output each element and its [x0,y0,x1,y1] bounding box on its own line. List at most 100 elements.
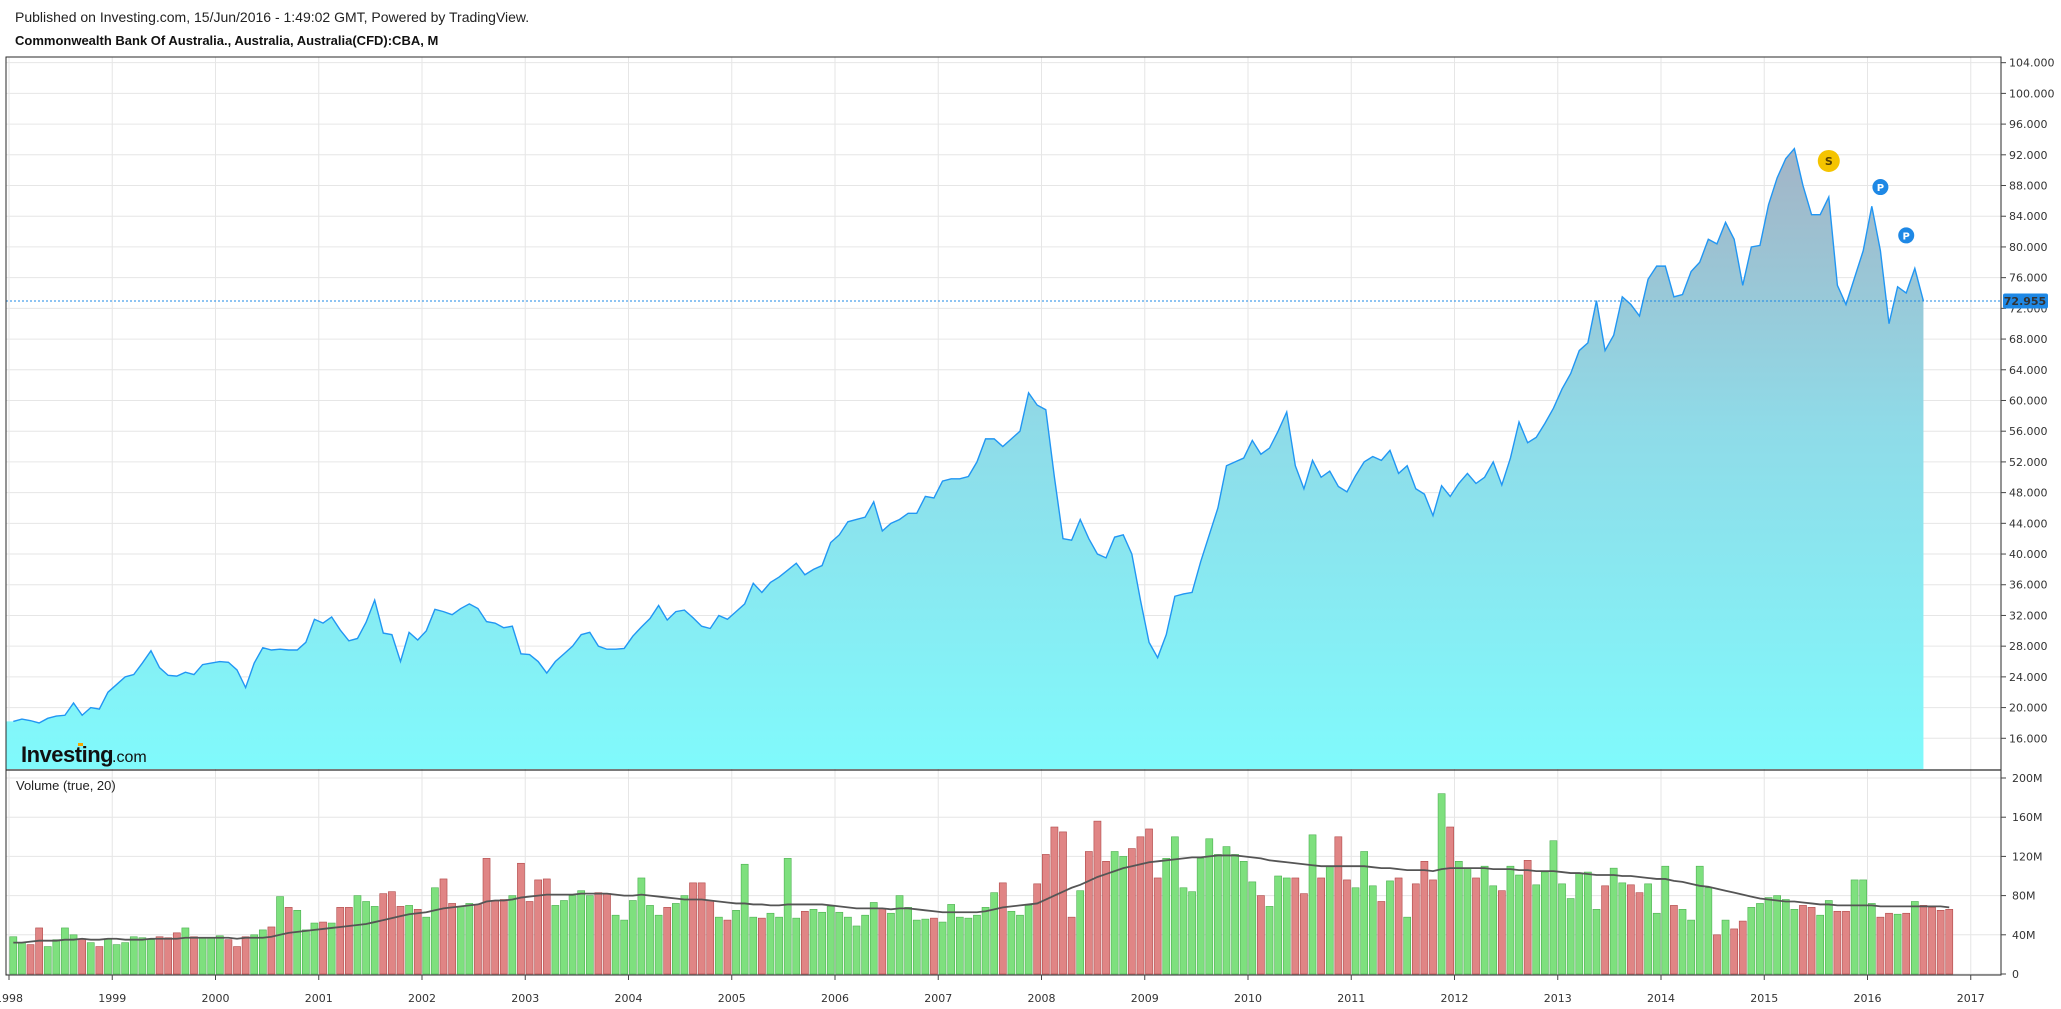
split-marker[interactable]: S [1817,149,1840,172]
time-tick-label: 2014 [1647,992,1675,1005]
volume-bar-up [964,917,973,975]
volume-moving-average [13,854,1950,944]
price-tick-label: 56.000 [2009,425,2048,438]
volume-bar-up [1575,872,1584,975]
volume-bar-up [1171,836,1179,975]
volume-bar-up [1308,834,1317,975]
volume-bar-up [1239,860,1248,975]
volume-bar-up [147,939,155,975]
volume-bar-down [1885,912,1893,975]
volume-tick-label: 80M [2012,890,2036,903]
volume-bar-down [1343,879,1351,975]
volume-bar-up [9,936,18,975]
volume-axis[interactable]: 0 40M 80M 120M 160M 200M [2001,772,2043,981]
price-tick-label: 36.000 [2009,579,2048,592]
volume-bar-down [1670,905,1678,975]
volume-tick-label: 200M [2012,772,2043,785]
volume-bar-down [1902,912,1911,975]
volume-bar-up [1790,909,1799,975]
volume-bar-down [1153,877,1162,975]
volume-bar-up [568,895,577,975]
volume-bar-up [43,946,52,975]
price-tick-label: 44.000 [2009,517,2048,530]
volume-bar-down [1136,836,1145,975]
volume-bar-up [766,912,775,975]
time-tick-label: 2001 [305,992,333,1005]
price-axis[interactable]: 16.000 20.000 24.000 28.000 32.000 36.000 40.0… [2001,57,2055,746]
volume-bar-up [680,895,689,975]
dividend-marker[interactable]: P [1872,179,1889,196]
price-area-fill [6,148,1924,769]
volume-bar-up [138,937,147,975]
marker-dot [1898,227,1915,244]
volume-bar-up [783,858,792,975]
marker-label: P [1903,231,1910,242]
volume-bar-up [981,907,990,975]
volume-bar-up [1119,856,1128,975]
volume-bar-down [499,899,508,975]
volume-bar-down [801,910,809,975]
volume-bar-up [362,901,370,975]
volume-bar-down [1102,860,1110,975]
volume-bar-up [1515,874,1523,975]
volume-bar-down [1085,851,1093,975]
volume-bar-down [78,938,86,975]
volume-bar-up [1704,887,1713,975]
volume-bar-down [1041,854,1050,975]
volume-bar-down [517,862,525,975]
volume-bar-down [663,907,672,975]
volume-bar-down [1833,910,1842,975]
volume-bar-down [396,906,405,975]
volume-bar-down [388,891,396,975]
volume-bar-down [1472,877,1480,975]
volume-bar-up [1566,898,1575,975]
volume-bar-up [861,914,869,975]
volume-bar-up [310,922,319,975]
volume-bar-up [973,914,981,975]
volume-bar-up [1592,909,1601,975]
volume-bar-up [792,917,801,975]
time-axis[interactable]: 1998 1999 2000 2001 2002 2003 2004 2005 2006 2007… [0,975,1985,1005]
volume-bar-up [654,914,663,975]
volume-bar-down [542,878,551,975]
volume-bar-up [1386,880,1394,975]
volume-bar-down [1291,877,1300,975]
volume-bar-up [1618,882,1627,975]
volume-bar-up [370,906,379,975]
volume-bar-up [1695,865,1704,975]
volume-bar-up [1403,916,1412,975]
volume-bar-up [405,905,413,975]
volume-tick-label: 40M [2012,929,2036,942]
instrument-title: Commonwealth Bank Of Australia., Austral… [15,33,439,48]
price-tick-label: 76.000 [2009,272,2048,285]
volume-bar-up [1265,906,1274,975]
volume-bar-up [715,916,723,975]
volume-bar-down [878,908,887,975]
time-tick-label: 2000 [202,992,230,1005]
volume-bar-up [938,921,947,975]
time-tick-label: 2015 [1750,992,1778,1005]
volume-bar-down [1394,877,1403,975]
volume-bar-up [1205,838,1214,975]
dividend-marker[interactable]: P [1898,227,1915,244]
volume-bar-down [1420,860,1429,975]
volume-bar-down [758,917,766,975]
price-tick-label: 20.000 [2009,702,2048,715]
volume-bar-down [534,879,542,975]
volume-bar-down [1446,826,1455,975]
volume-bar-down [706,900,715,975]
volume-bar-up [1360,851,1368,975]
volume-bar-down [1334,836,1343,975]
volume-bar-down [930,917,938,975]
volume-bar-down [26,944,35,975]
volume-bar-up [1024,905,1033,975]
time-tick-label: 2003 [511,992,539,1005]
volume-bar-up [577,890,586,975]
volume-bar-down [224,939,233,975]
volume-bar-down [482,858,491,975]
last-price-badge: 72.955 [2003,293,2048,309]
volume-bar-up [990,892,999,975]
event-markers[interactable]: S P P [1817,149,1915,244]
marker-dot [1817,149,1840,172]
